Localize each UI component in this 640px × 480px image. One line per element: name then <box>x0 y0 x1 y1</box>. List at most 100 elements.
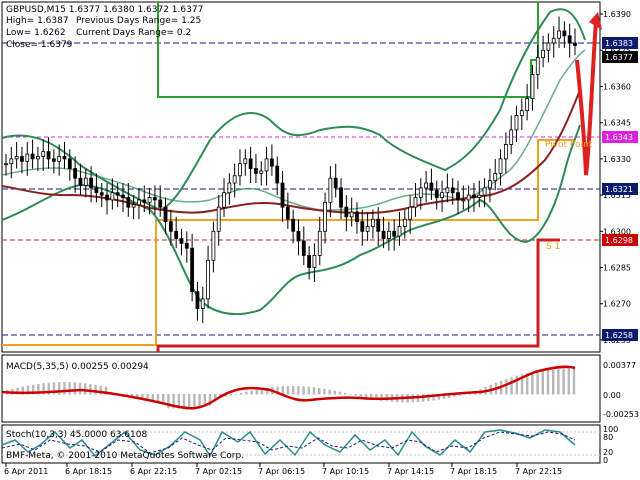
candle-body <box>301 240 306 256</box>
candle-body <box>14 156 19 160</box>
stoch-main-line <box>1 429 576 458</box>
candle-body <box>525 98 530 112</box>
candle-body <box>291 218 296 232</box>
level-label-1-6377-bg <box>602 51 638 63</box>
macd-bar <box>453 394 456 397</box>
level-label-1-6321-bg <box>602 183 638 195</box>
macd-bar <box>78 382 82 395</box>
macd-axis: 0.00377 0.00 -0.00253 <box>603 361 639 419</box>
candle-body <box>355 211 359 223</box>
main-panel[interactable] <box>1 1 601 353</box>
macd-bar <box>307 386 310 395</box>
level-label-1-6258: 1.6258 <box>605 331 633 340</box>
macd-bar <box>557 368 560 395</box>
price-tick: 1.6375 <box>603 46 631 55</box>
previous-days-range: Previous Days Range= 1.25 <box>76 16 201 26</box>
macd-bar <box>182 394 186 409</box>
stoch-signal-line <box>1 431 576 454</box>
candle-body <box>190 247 195 293</box>
candle-body <box>238 163 242 177</box>
macd-bar <box>526 373 529 395</box>
candle-body <box>386 230 391 239</box>
candle-body <box>110 192 115 201</box>
macd-bar <box>546 369 550 395</box>
macd-bar <box>333 390 336 395</box>
macd-bar <box>302 386 305 395</box>
macd-bar <box>141 394 144 399</box>
macd-bar <box>47 382 50 395</box>
macd-bar <box>99 385 102 395</box>
macd-bar <box>203 394 206 407</box>
time-tick: 6 Apr 22:15 <box>130 467 177 476</box>
macd-bar <box>73 382 76 395</box>
candle-body <box>514 115 519 131</box>
candle-body <box>360 221 365 232</box>
macd-bar <box>463 393 466 395</box>
macd-bar <box>266 387 269 395</box>
close-value: Close= 1.6379 <box>6 40 73 50</box>
candle-body <box>562 30 567 37</box>
stoch-tick-80: 80 <box>603 433 613 442</box>
candle-body <box>51 158 56 162</box>
macd-bar <box>312 387 316 395</box>
candle-body <box>434 189 439 198</box>
macd-bar <box>245 391 248 395</box>
price-tick: 1.6300 <box>603 227 631 236</box>
candle-body <box>158 199 163 208</box>
candle-body <box>62 156 67 160</box>
macd-bar <box>562 368 565 395</box>
macd-bar <box>58 382 61 395</box>
candle-body <box>126 197 131 208</box>
candle-body <box>323 201 327 232</box>
macd-bar <box>380 394 383 401</box>
candle-body <box>254 168 258 174</box>
candle-body <box>450 187 455 194</box>
candle-body <box>89 177 93 189</box>
macd-bar <box>172 394 175 409</box>
macd-bar <box>16 387 19 395</box>
macd-bar <box>234 393 238 395</box>
macd-bar <box>505 378 508 395</box>
candle-body <box>280 182 285 208</box>
time-tick: 7 Apr 22:15 <box>515 467 562 476</box>
candle-body <box>503 144 508 160</box>
candle-body <box>461 199 466 202</box>
candle-body <box>307 255 312 268</box>
candle-body <box>440 192 444 198</box>
macd-bar <box>224 394 227 397</box>
support-line <box>156 238 560 352</box>
price-tick: 1.6360 <box>603 82 631 91</box>
candle-body <box>216 206 221 232</box>
candle-body <box>402 218 407 227</box>
stoch-panel[interactable] <box>1 424 601 464</box>
time-tick: 7 Apr 02:15 <box>195 467 242 476</box>
macd-bar <box>375 394 378 400</box>
candle-body <box>99 192 104 196</box>
macd-bar <box>255 389 258 395</box>
level-labels: 1.6383 1.6377 1.6343 1.6321 1.6298 1.625… <box>602 37 638 341</box>
macd-bar <box>21 386 24 395</box>
macd-signal-line <box>1 365 576 410</box>
macd-bar <box>432 394 435 401</box>
macd-bar <box>292 386 295 395</box>
macd-bar <box>281 386 284 395</box>
candle-body <box>200 298 205 309</box>
candle-body <box>498 158 503 174</box>
price-tick: 1.6315 <box>603 191 631 200</box>
candle-body <box>269 158 274 167</box>
macd-bar <box>68 382 71 395</box>
macd-bar <box>572 368 576 395</box>
candle-body <box>339 187 343 208</box>
candle-body <box>557 30 561 39</box>
candle-body <box>142 199 147 203</box>
level-label-1-6321: 1.6321 <box>605 185 633 194</box>
candle-body <box>456 192 460 201</box>
macd-bar <box>515 375 518 395</box>
candle-body <box>152 197 157 201</box>
macd-bar <box>177 394 180 409</box>
level-label-1-6298-bg <box>602 234 638 246</box>
header-info: GBPUSD,M15 1.6377 1.6380 1.6372 1.6377 H… <box>6 5 203 50</box>
time-axis: 6 Apr 2011 6 Apr 18:15 6 Apr 22:15 7 Apr 02… <box>4 463 562 476</box>
macd-bar <box>42 383 45 395</box>
